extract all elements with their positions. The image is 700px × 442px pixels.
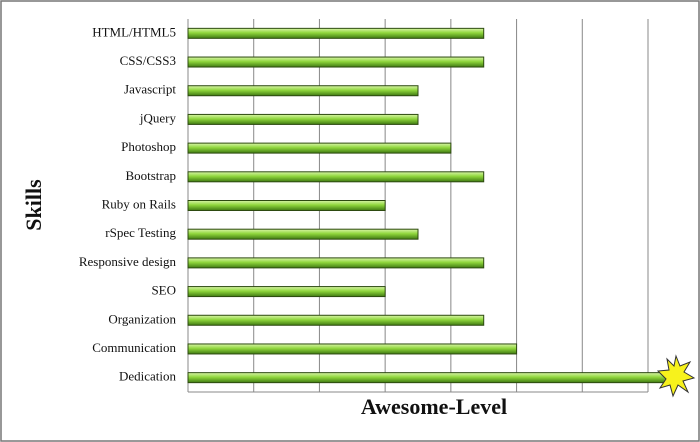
plot: HTML/HTML5 CSS/CSS3 Javascript jQuery Photos…	[79, 19, 669, 393]
bar	[187, 171, 485, 183]
bar	[187, 286, 386, 298]
y-tick-label: HTML/HTML5	[92, 24, 176, 39]
bar	[187, 142, 452, 154]
bar	[187, 372, 669, 384]
x-axis-title: Awesome-Level	[361, 394, 507, 419]
y-tick-label: rSpec Testing	[105, 225, 176, 240]
y-tick-label: SEO	[151, 283, 176, 298]
y-tick-label: Responsive design	[79, 254, 177, 269]
bar	[187, 343, 518, 355]
bar	[187, 314, 485, 326]
starburst	[656, 354, 696, 398]
y-tick-label: Javascript	[124, 82, 176, 97]
y-tick-label: Communication	[92, 340, 176, 355]
bar	[187, 27, 485, 39]
bar	[187, 257, 485, 269]
y-tick-label: jQuery	[139, 110, 177, 125]
bar	[187, 200, 386, 211]
bar	[187, 228, 419, 240]
bar	[187, 85, 419, 97]
y-tick-label: CSS/CSS3	[120, 53, 176, 68]
y-tick-label: Photoshop	[121, 139, 176, 154]
bar	[187, 113, 419, 125]
y-tick-label: Dedication	[119, 369, 177, 384]
y-tick-label: Ruby on Rails	[102, 196, 176, 211]
y-tick-label: Organization	[108, 311, 176, 326]
y-tick-label: Bootstrap	[125, 168, 176, 183]
y-axis-title: Skills	[21, 179, 46, 231]
bar	[187, 56, 485, 68]
